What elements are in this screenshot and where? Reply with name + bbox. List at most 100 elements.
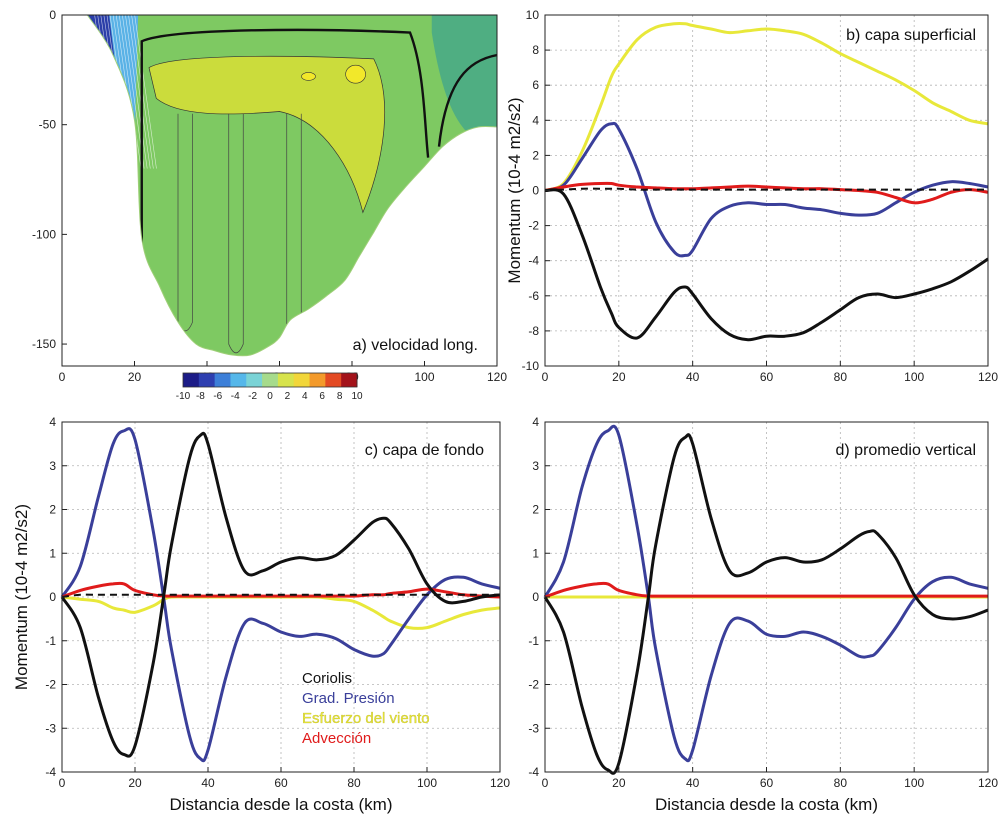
x-tick-label: 60 xyxy=(274,776,288,790)
slope-band xyxy=(87,15,139,279)
contour-line xyxy=(134,15,157,169)
y-tick-label: 4 xyxy=(49,415,56,429)
y-tick-label: 6 xyxy=(532,78,539,92)
x-tick-label: 20 xyxy=(612,776,626,790)
x-tick-label: 40 xyxy=(201,776,215,790)
legend-item: Coriolis xyxy=(302,670,352,687)
bottom-profile xyxy=(86,14,498,357)
y-tick-label: 0 xyxy=(532,590,539,604)
y-tick-label: -2 xyxy=(528,678,539,692)
contour-line xyxy=(122,15,145,169)
y-tick-label: 0 xyxy=(532,184,539,198)
x-tick-label: 60 xyxy=(760,776,774,790)
series-suma xyxy=(544,187,988,192)
x-tick-label: 0 xyxy=(59,370,66,384)
jet-max-core xyxy=(301,72,316,81)
y-tick-label: 8 xyxy=(532,43,539,57)
x-tick-label: 20 xyxy=(128,776,142,790)
x-tick-label: 120 xyxy=(487,370,507,384)
colorbar-tick-label: 4 xyxy=(302,391,308,402)
panel-title: d) promedio vertical xyxy=(836,442,977,459)
colorbar-swatch xyxy=(293,373,311,387)
x-tick-label: 0 xyxy=(542,776,549,790)
y-tick-label: 2 xyxy=(532,148,539,162)
y-tick-label: 3 xyxy=(49,459,56,473)
x-axis-label: Distancia desde la costa (km) xyxy=(655,795,878,814)
zero-contour xyxy=(140,28,430,274)
colorbar-tick-label: 0 xyxy=(267,391,273,402)
legend-item: Grad. Presión xyxy=(302,690,395,707)
y-tick-label: 4 xyxy=(532,113,539,127)
x-tick-label: 120 xyxy=(978,370,998,384)
series-suma xyxy=(61,593,500,598)
x-tick-label: 100 xyxy=(414,370,434,384)
x-tick-label: 40 xyxy=(686,370,700,384)
y-tick-label: -4 xyxy=(528,254,539,268)
x-tick-label: 80 xyxy=(834,776,848,790)
colorbar-tick-label: 10 xyxy=(351,391,363,402)
zero-contour xyxy=(437,53,497,147)
y-tick-label: -2 xyxy=(45,678,56,692)
colorbar-tick-label: -8 xyxy=(196,391,205,402)
y-tick-label: -1 xyxy=(45,634,56,648)
series-grad-presi-n xyxy=(60,427,501,763)
colorbar-swatch xyxy=(198,373,216,387)
y-tick-label: -50 xyxy=(39,118,57,132)
y-tick-label: 1 xyxy=(49,546,56,560)
x-axis-label: Distancia desde la costa (km) xyxy=(170,795,393,814)
series-coriolis xyxy=(544,188,989,342)
colorbar-tick-label: 2 xyxy=(285,391,291,402)
y-axis-label: Momentum (10-4 m2/s2) xyxy=(12,504,31,690)
y-tick-label: 2 xyxy=(49,503,56,517)
x-tick-label: 100 xyxy=(417,776,437,790)
y-tick-label: -6 xyxy=(528,289,539,303)
series-advecci-n xyxy=(544,581,988,599)
colorbar-swatch xyxy=(325,373,342,387)
contour-line xyxy=(228,113,244,354)
y-tick-label: -4 xyxy=(45,765,56,779)
x-tick-label: 0 xyxy=(59,776,66,790)
colorbar-tick-label: -10 xyxy=(176,391,191,402)
x-tick-label: 40 xyxy=(686,776,700,790)
colorbar-swatch xyxy=(183,373,200,387)
x-tick-label: 100 xyxy=(904,370,924,384)
series-coriolis xyxy=(60,431,501,758)
panel-title: b) capa superficial xyxy=(846,27,976,44)
y-tick-label: -150 xyxy=(32,337,56,351)
x-tick-label: 120 xyxy=(978,776,998,790)
panel-capa-de-fondo: 0 20 40 60 80 100 120 -4 -3 -2 -1 0 1 2 3 4 c) capa de f… xyxy=(12,415,510,814)
contour-line xyxy=(128,15,151,169)
x-tick-label: 60 xyxy=(760,370,774,384)
y-tick-label: -1 xyxy=(528,634,539,648)
x-tick-label: 120 xyxy=(490,776,510,790)
y-tick-label: -100 xyxy=(32,227,56,241)
y-tick-label: -8 xyxy=(528,324,539,338)
jet-max-core xyxy=(345,64,366,84)
legend-item: Esfuerzo del viento xyxy=(302,710,430,727)
x-tick-label: 20 xyxy=(612,370,626,384)
y-tick-label: 10 xyxy=(526,8,540,22)
y-tick-label: -10 xyxy=(522,359,540,373)
panel-promedio-vertical: 0 20 40 60 80 100 120 -4 -3 -2 -1 0 1 2 3 4 d) promedio … xyxy=(528,415,998,814)
colorbar-swatch xyxy=(309,373,326,387)
x-tick-label: 80 xyxy=(834,370,848,384)
colorbar-tick-label: 6 xyxy=(319,391,325,402)
colorbar-tick-label: -6 xyxy=(213,391,222,402)
y-tick-label: 1 xyxy=(532,546,539,560)
colorbar-tick-label: -4 xyxy=(231,391,240,402)
panel-title: a) velocidad long. xyxy=(353,337,478,354)
series-advecci-n xyxy=(544,181,989,205)
series-grad-presi-n xyxy=(543,424,989,763)
y-tick-label: -2 xyxy=(528,219,539,233)
y-tick-label: 4 xyxy=(532,415,539,429)
y-tick-label: 3 xyxy=(532,459,539,473)
series-esfuerzo-del-viento xyxy=(544,21,989,192)
y-axis-label: Momentum (10-4 m2/s2) xyxy=(505,97,524,283)
colorbar-swatch xyxy=(214,373,231,387)
y-tick-label: -4 xyxy=(528,765,539,779)
y-tick-label: 2 xyxy=(532,503,539,517)
colorbar-frame xyxy=(182,372,358,388)
panel-capa-superficial: 0 20 40 60 80 100 120 -10 -8 -6 -4 -2 0 2 4 6 8 10 b) capa… xyxy=(505,8,998,384)
